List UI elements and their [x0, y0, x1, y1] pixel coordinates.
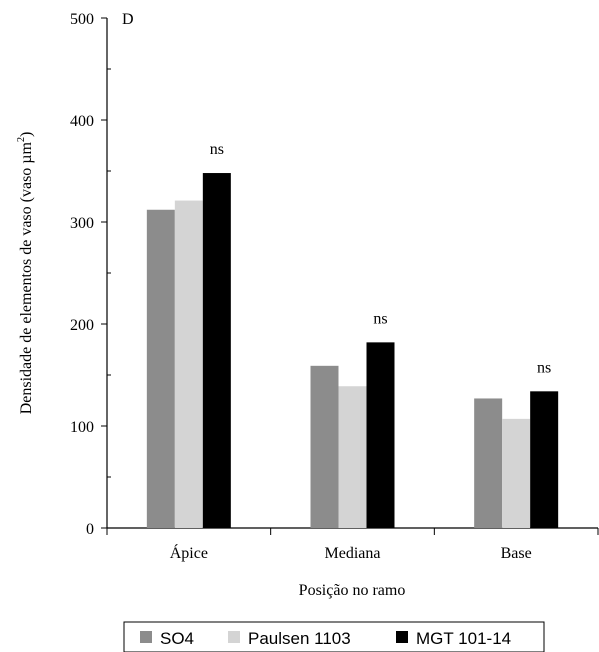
y-axis-title-main: Densidade de elementos de vaso (vaso µm: [18, 141, 35, 414]
y-axis: 0 100 200 300 400 500: [70, 11, 111, 538]
bar: [174, 200, 203, 528]
legend-swatch: [228, 631, 240, 643]
x-tick-label: Ápice: [170, 543, 208, 562]
y-tick-label: 400: [70, 113, 94, 130]
legend-swatch: [396, 631, 408, 643]
legend-swatch: [140, 631, 152, 643]
y-axis-title-close: ): [18, 132, 35, 137]
y-axis-title-superscript: 2: [16, 137, 27, 142]
bar: [474, 398, 503, 528]
y-tick-label: 0: [86, 521, 94, 538]
y-tick-group: 0 100 200 300 400 500: [70, 11, 111, 538]
bar-group: [146, 173, 559, 529]
legend-label: MGT 101-14: [416, 629, 511, 648]
y-axis-title: Densidade de elementos de vaso (vaso µm2…: [16, 132, 35, 415]
panel-label: D: [122, 11, 134, 28]
x-tick-label: Base: [501, 545, 532, 562]
y-tick-label: 100: [70, 419, 94, 436]
y-tick-label: 200: [70, 317, 94, 334]
bar: [202, 173, 231, 529]
bar: [502, 418, 531, 528]
x-tick-label: Mediana: [325, 545, 381, 562]
legend-frame: [123, 621, 545, 652]
bar: [338, 386, 367, 528]
bar: [530, 391, 559, 528]
annotation-label: ns: [537, 359, 551, 376]
y-tick-label: 500: [70, 11, 94, 28]
legend-items: SO4 Paulsen 1103 MGT 101-14: [140, 629, 511, 648]
bar: [366, 342, 395, 528]
legend-label: SO4: [160, 629, 194, 648]
bar: [146, 209, 175, 528]
x-axis: Ápice Mediana Base: [106, 527, 599, 562]
legend-label: Paulsen 1103: [248, 629, 351, 648]
legend: SO4 Paulsen 1103 MGT 101-14: [123, 621, 545, 652]
x-axis-title: Posição no ramo: [299, 582, 406, 599]
bar: [310, 365, 339, 528]
annotation-group: ns ns ns: [210, 141, 552, 376]
annotation-label: ns: [210, 141, 224, 158]
x-tick-group: Ápice Mediana Base: [106, 528, 599, 562]
y-tick-label: 300: [70, 215, 94, 232]
annotation-label: ns: [373, 310, 387, 327]
